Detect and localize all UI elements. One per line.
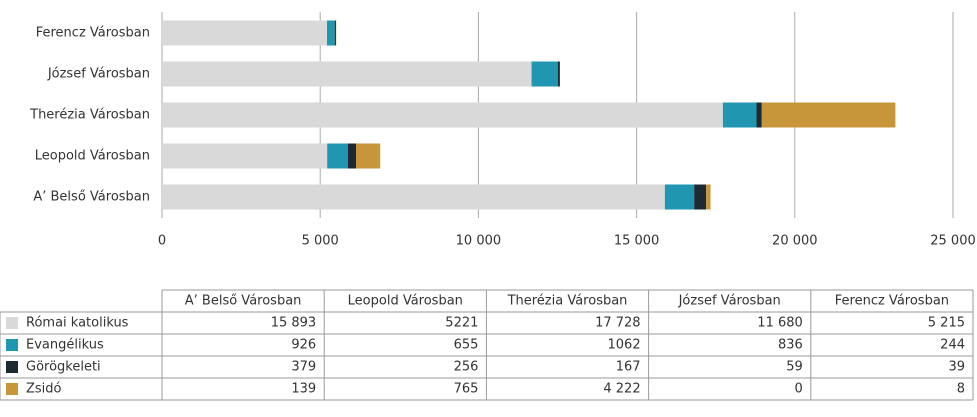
- legend-label: Zsidó: [26, 382, 62, 397]
- bar-segment: [347, 143, 357, 169]
- table-value: 39: [948, 360, 965, 375]
- table-value: 139: [291, 382, 316, 397]
- table-header: Leopold Városban: [348, 294, 463, 309]
- y-tick-label: József Városban: [47, 67, 150, 82]
- bar-segment: [334, 20, 336, 46]
- table-value: 926: [291, 338, 316, 353]
- table-header: Therézia Városban: [507, 294, 628, 309]
- table-header: A’ Belső Városban: [185, 294, 302, 309]
- bar-segment: [356, 143, 381, 169]
- legend-swatch: [6, 317, 18, 329]
- x-tick-label: 5 000: [302, 234, 339, 249]
- table-value: 11 680: [757, 316, 803, 331]
- bar-segment: [162, 20, 328, 46]
- bar-segment: [327, 20, 335, 46]
- y-tick-label: Leopold Városban: [35, 149, 150, 164]
- table-value: 0: [795, 382, 803, 397]
- bar-segment: [162, 61, 532, 87]
- legend-swatch: [6, 383, 18, 395]
- x-tick-label: 0: [158, 234, 166, 249]
- table-header: József Városban: [678, 294, 781, 309]
- bar-segment: [531, 61, 559, 87]
- bar-segment: [558, 61, 560, 87]
- table-value: 1062: [608, 338, 641, 353]
- legend-swatch: [6, 361, 18, 373]
- table-value: 17 728: [595, 316, 641, 331]
- y-tick-label: Ferencz Városban: [36, 26, 150, 41]
- x-tick-label: 10 000: [456, 234, 502, 249]
- table-header: Ferencz Városban: [835, 294, 949, 309]
- table-value: 167: [616, 360, 641, 375]
- bar-segment: [722, 102, 757, 128]
- table-value: 8: [957, 382, 965, 397]
- legend-label: Evangélikus: [26, 338, 104, 353]
- bar-segment: [664, 184, 695, 210]
- x-tick-label: 15 000: [614, 234, 660, 249]
- legend-label: Római katolikus: [26, 316, 129, 331]
- table-value: 5221: [445, 316, 478, 331]
- bar-segment: [162, 184, 665, 210]
- table-value: 256: [454, 360, 479, 375]
- bar-segment: [761, 102, 896, 128]
- table-value: 244: [940, 338, 965, 353]
- table-value: 655: [454, 338, 479, 353]
- x-tick-label: 20 000: [772, 234, 818, 249]
- bar-segment: [162, 143, 328, 169]
- bar-segment: [162, 102, 723, 128]
- x-tick-label: 25 000: [930, 234, 976, 249]
- legend-label: Görögkeleti: [26, 360, 101, 375]
- table-value: 4 222: [603, 382, 640, 397]
- legend-swatch: [6, 339, 18, 351]
- table-value: 15 893: [271, 316, 317, 331]
- y-tick-label: Therézia Városban: [29, 108, 150, 123]
- y-tick-label: A’ Belső Városban: [33, 190, 150, 205]
- table-value: 59: [786, 360, 803, 375]
- table-value: 379: [291, 360, 316, 375]
- bar-segment: [327, 143, 348, 169]
- bar-segment: [706, 184, 711, 210]
- table-value: 765: [454, 382, 479, 397]
- table-value: 5 215: [928, 316, 965, 331]
- bar-segment: [756, 102, 762, 128]
- bar-segment: [694, 184, 707, 210]
- table-value: 836: [778, 338, 803, 353]
